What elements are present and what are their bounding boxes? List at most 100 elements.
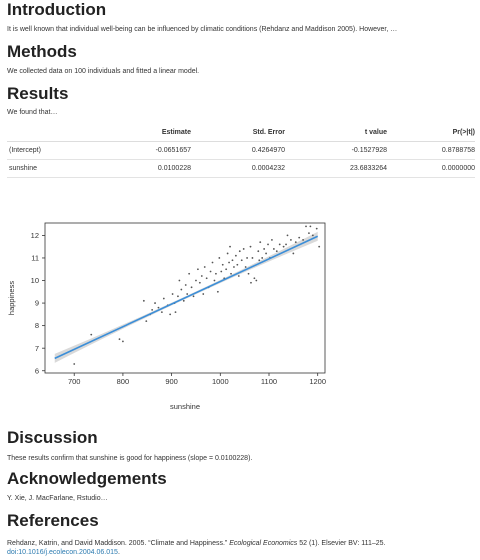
y-tick-label: 7 bbox=[35, 344, 39, 353]
y-axis-label: happiness bbox=[7, 281, 16, 315]
data-point bbox=[215, 272, 217, 275]
results-text: We found that… bbox=[7, 109, 58, 116]
data-point bbox=[118, 338, 121, 341]
data-point bbox=[220, 270, 223, 273]
data-point bbox=[184, 284, 187, 286]
data-point bbox=[221, 263, 224, 266]
data-point bbox=[73, 363, 76, 365]
data-point bbox=[171, 293, 174, 295]
data-point bbox=[257, 250, 260, 253]
table-cell: sunshine bbox=[9, 165, 38, 172]
results-table: Estimate Std. Error t value Pr(>|t|) (In… bbox=[7, 124, 475, 178]
data-point bbox=[290, 239, 292, 241]
data-point bbox=[225, 268, 228, 271]
data-point bbox=[267, 243, 269, 246]
data-point bbox=[178, 279, 181, 282]
data-point bbox=[298, 236, 301, 239]
reference-journal: Ecological Economics bbox=[229, 540, 298, 547]
data-point bbox=[190, 286, 193, 289]
data-point bbox=[265, 252, 267, 255]
scatter-plot: 700 800 900 1000 1100 1200 6 7 8 9 10 11 12 sunshine… bbox=[7, 222, 326, 411]
table-cell: 0.4264970 bbox=[251, 147, 285, 154]
regression-line bbox=[54, 235, 319, 360]
data-point bbox=[157, 306, 160, 309]
data-point bbox=[278, 243, 281, 246]
data-point bbox=[188, 272, 191, 275]
data-point bbox=[242, 248, 245, 250]
data-point bbox=[230, 272, 232, 275]
y-tick-label: 6 bbox=[35, 366, 39, 375]
x-tick-label: 900 bbox=[165, 377, 178, 386]
x-tick-label: 1000 bbox=[212, 377, 229, 386]
data-point bbox=[231, 259, 234, 262]
data-point bbox=[240, 259, 243, 262]
data-point bbox=[272, 248, 275, 250]
data-point bbox=[197, 268, 199, 271]
table-cell: -0.0651657 bbox=[155, 147, 191, 154]
data-point bbox=[233, 266, 235, 268]
data-point bbox=[238, 250, 241, 253]
y-tick-label: 11 bbox=[31, 254, 39, 263]
data-point bbox=[315, 227, 318, 230]
data-points-layer bbox=[73, 225, 321, 365]
data-point bbox=[253, 277, 256, 280]
reference-doi-link[interactable]: doi:10.1016/j.ecolecon.2004.06.015 bbox=[7, 549, 118, 556]
x-tick-label: 1100 bbox=[261, 377, 277, 386]
data-point bbox=[160, 311, 163, 313]
references-heading: References bbox=[7, 511, 99, 530]
data-point bbox=[226, 252, 229, 255]
data-point bbox=[246, 257, 248, 259]
x-tick-label: 800 bbox=[117, 377, 130, 386]
x-tick-label: 1200 bbox=[309, 377, 326, 386]
table-header-row: Estimate Std. Error t value Pr(>|t|) bbox=[7, 124, 475, 142]
data-point bbox=[305, 225, 307, 228]
data-point bbox=[218, 257, 221, 259]
data-point bbox=[309, 225, 312, 228]
data-point bbox=[286, 234, 289, 237]
methods-text: We collected data on 100 individuals and… bbox=[7, 68, 200, 75]
regression-line-layer bbox=[54, 235, 319, 360]
data-point bbox=[209, 270, 212, 273]
data-point bbox=[186, 293, 189, 295]
table-row: sunshine 0.0100228 0.0004232 23.6833264 … bbox=[7, 160, 475, 178]
data-point bbox=[271, 239, 273, 241]
data-point bbox=[229, 245, 231, 248]
discussion-text: These results confirm that sunshine is g… bbox=[7, 455, 253, 462]
data-point bbox=[259, 241, 262, 244]
data-point bbox=[247, 272, 250, 275]
data-point bbox=[249, 245, 252, 248]
data-point bbox=[244, 266, 247, 268]
reference-trail: . bbox=[117, 549, 120, 556]
data-point bbox=[237, 275, 240, 277]
data-point bbox=[275, 250, 278, 253]
reference-details: 52 (1). Elsevier BV: 111–25. bbox=[299, 540, 386, 547]
data-point bbox=[211, 261, 214, 264]
data-point bbox=[202, 293, 205, 295]
data-point bbox=[261, 257, 264, 259]
data-point bbox=[216, 290, 219, 293]
table-cell: 0.0000000 bbox=[441, 165, 475, 172]
data-point bbox=[302, 239, 304, 241]
x-tick-label: 700 bbox=[68, 377, 81, 386]
results-heading: Results bbox=[7, 84, 69, 103]
data-point bbox=[200, 275, 203, 277]
methods-heading: Methods bbox=[7, 42, 77, 61]
data-point bbox=[205, 277, 208, 280]
table-cell: 23.6833264 bbox=[350, 165, 387, 172]
data-point bbox=[145, 320, 148, 323]
acknowledgements-heading: Acknowledgements bbox=[7, 469, 167, 488]
data-point bbox=[169, 313, 172, 316]
data-point bbox=[195, 279, 197, 282]
data-point bbox=[198, 281, 201, 284]
reference-entry: Rehdanz, Katrin, and David Maddison. 200… bbox=[7, 539, 385, 557]
data-point bbox=[122, 340, 124, 343]
data-point bbox=[180, 288, 183, 291]
data-point bbox=[311, 234, 314, 237]
axes-layer: 700 800 900 1000 1100 1200 6 7 8 9 10 11 12 bbox=[31, 231, 326, 386]
data-point bbox=[192, 295, 195, 298]
data-point bbox=[292, 252, 295, 255]
table-cell: -0.1527928 bbox=[351, 147, 387, 154]
x-axis-label: sunshine bbox=[170, 402, 200, 411]
data-point bbox=[258, 259, 261, 262]
data-point bbox=[177, 295, 179, 298]
